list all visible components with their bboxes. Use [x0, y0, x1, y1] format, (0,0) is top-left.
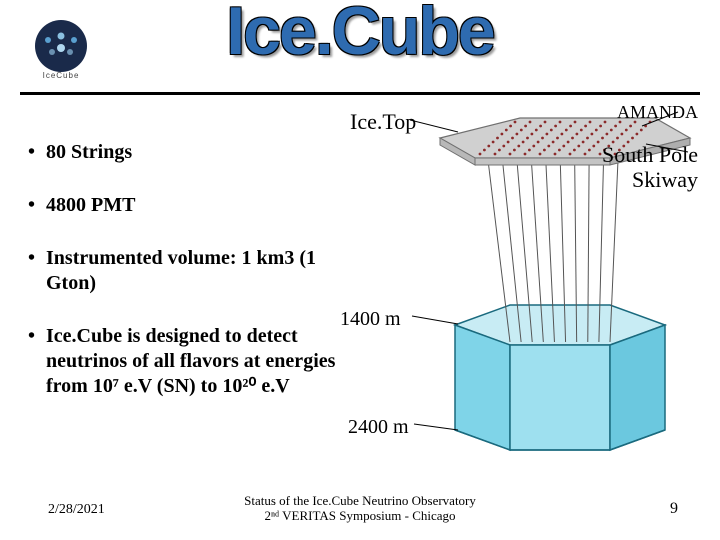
- label-depth-1400: 1400 m: [340, 308, 401, 331]
- bullet-item: Ice.Cube is designed to detect neutrinos…: [28, 324, 338, 399]
- header: IceCube Ice.Cube: [20, 0, 700, 95]
- footer-page-number: 9: [670, 500, 678, 518]
- footer-center: Status of the Ice.Cube Neutrino Observat…: [244, 493, 476, 524]
- bullet-item: 4800 PMT: [28, 193, 338, 218]
- svg-text:IceCube: IceCube: [43, 71, 80, 80]
- label-icetop: Ice.Top: [350, 109, 416, 135]
- bullet-list: 80 Strings 4800 PMT Instrumented volume:…: [28, 140, 338, 427]
- label-depth-2400: 2400 m: [348, 416, 409, 439]
- page-title: Ice.Cube: [226, 0, 493, 70]
- bullet-item: Instrumented volume: 1 km3 (1 Gton): [28, 246, 338, 296]
- label-amanda: AMANDA: [617, 102, 698, 123]
- label-south-pole: South PoleSkiway: [602, 142, 698, 193]
- icecube-logo: IceCube: [30, 18, 92, 80]
- footer-line2: 2ⁿᵈ VERITAS Symposium - Chicago: [264, 508, 455, 523]
- leader-icetop: [410, 120, 458, 132]
- footer-date: 2/28/2021: [48, 502, 105, 518]
- footer-line1: Status of the Ice.Cube Neutrino Observat…: [244, 493, 476, 508]
- leader-2400: [414, 424, 458, 430]
- bullet-item: 80 Strings: [28, 140, 338, 165]
- detector-volume: [455, 305, 665, 450]
- leader-1400: [412, 316, 458, 324]
